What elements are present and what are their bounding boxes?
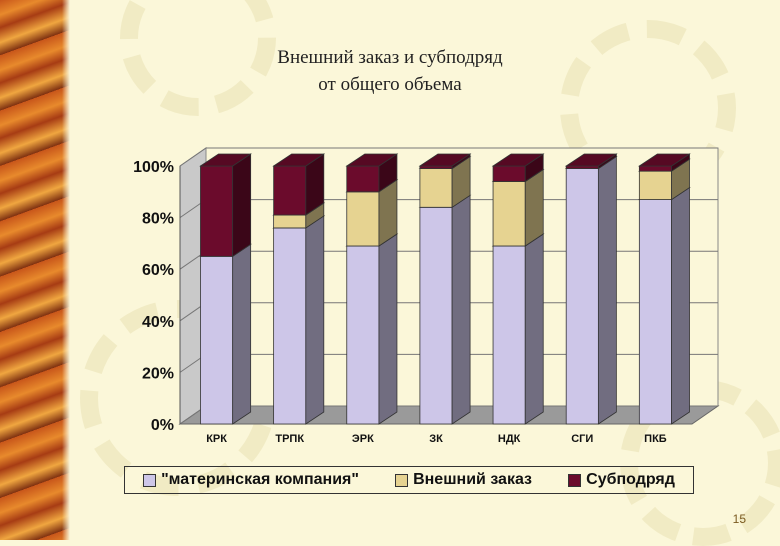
decorative-side-strip — [0, 0, 70, 540]
bar-segment — [273, 165, 307, 216]
legend-item-subcontract: Субподряд — [568, 471, 675, 489]
bar-segment — [200, 255, 234, 425]
x-category-label: ЭРК — [352, 433, 374, 445]
legend-label: "материнская компания" — [161, 471, 359, 488]
slide-title: Внешний заказ и субподряд от общего объе… — [0, 44, 780, 98]
page-number: 15 — [732, 512, 746, 526]
bar-segment — [638, 199, 672, 425]
y-tick-label: 60% — [142, 262, 174, 279]
bar-segment — [346, 245, 380, 425]
bar-segment — [492, 245, 526, 425]
legend-swatch — [395, 473, 409, 487]
x-category-label: КРК — [206, 433, 227, 445]
bar-segment-side — [524, 168, 544, 247]
legend-swatch — [568, 473, 582, 487]
y-tick-label: 20% — [142, 365, 174, 382]
bar-segment — [638, 165, 672, 172]
bar-segment-top — [199, 153, 252, 167]
legend-swatch — [143, 473, 157, 487]
bar-segment-side — [378, 233, 398, 425]
bar-segment-top — [491, 153, 545, 167]
bar-segment-side — [232, 153, 252, 258]
y-tick-label: 100% — [133, 159, 174, 176]
bar-segment — [346, 165, 380, 193]
bar-segment-side — [451, 194, 471, 425]
x-category-label: ТРПК — [275, 433, 304, 445]
bar-segment — [419, 168, 453, 208]
bar-segment-side — [305, 215, 325, 425]
y-tick-label: 0% — [151, 417, 174, 434]
bar-segment-side — [232, 243, 252, 425]
bar-segment-top — [638, 153, 691, 167]
x-category-label: СГИ — [571, 433, 593, 445]
bar-segment — [419, 206, 453, 425]
bar-segment-top — [345, 153, 399, 167]
bar-segment — [273, 227, 307, 425]
bar-segment-side — [671, 186, 690, 425]
legend-label: Субподряд — [586, 471, 675, 488]
legend-label: Внешний заказ — [413, 471, 533, 488]
bar-segment-side — [597, 155, 617, 425]
bar-segment — [273, 214, 307, 229]
legend-item-external-order: Внешний заказ — [395, 471, 532, 489]
slide-title-line1: Внешний заказ и субподряд — [277, 47, 503, 68]
y-tick-label: 80% — [142, 211, 174, 228]
bar-segment — [200, 165, 234, 257]
bar-segment-top — [418, 153, 472, 167]
bar-segment — [565, 168, 599, 425]
y-tick-label: 40% — [142, 314, 174, 331]
x-category-label: НДК — [498, 433, 521, 445]
bar-segment-top — [272, 153, 326, 167]
bar-segment-side — [524, 233, 544, 425]
bar-segment — [492, 181, 526, 247]
x-category-label: ПКБ — [644, 433, 667, 445]
chart-legend: "материнская компания" Внешний заказ Суб… — [124, 466, 694, 494]
legend-item-parent-company: "материнская компания" — [143, 471, 359, 489]
slide-title-line2: от общего объема — [318, 74, 462, 95]
x-category-label: ЗК — [429, 433, 443, 445]
bar-segment — [638, 170, 672, 200]
gridline — [179, 147, 718, 167]
bar-segment — [492, 165, 526, 182]
bar-segment-top — [564, 153, 618, 167]
bar-segment — [346, 191, 380, 247]
